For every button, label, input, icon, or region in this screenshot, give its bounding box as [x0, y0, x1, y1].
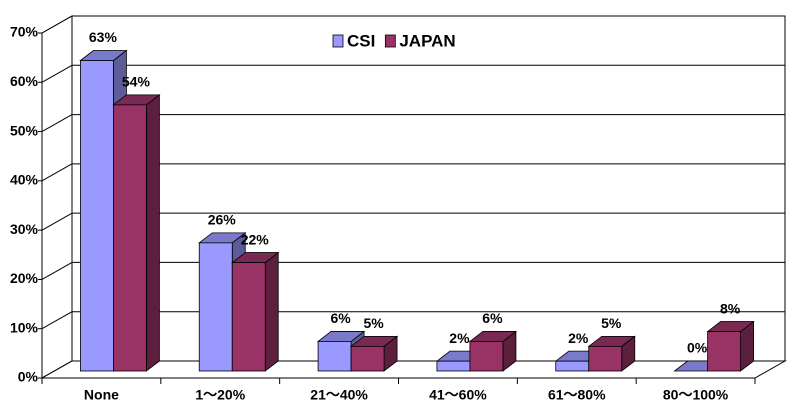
value-label: 5%	[363, 315, 384, 331]
bar	[317, 341, 352, 372]
grid-line-side	[41, 212, 73, 231]
y-tick-label: 10%	[10, 319, 39, 335]
x-tick-label: 61～80%	[548, 387, 606, 403]
y-tick-label: 30%	[10, 221, 39, 237]
x-tick-label: None	[84, 387, 119, 403]
value-label: 6%	[482, 310, 503, 326]
value-label: 26%	[208, 212, 237, 228]
value-label: 5%	[601, 315, 622, 331]
grid-line-side	[41, 114, 73, 133]
value-label: 8%	[720, 300, 741, 316]
grid-line-side	[41, 15, 73, 34]
bar	[198, 242, 233, 372]
bar	[469, 341, 504, 372]
y-tick-label: 0%	[18, 369, 39, 385]
x-tick-label: 41～60%	[429, 387, 487, 403]
x-tick-label: 80～100%	[663, 387, 729, 403]
legend-swatch	[332, 34, 344, 48]
bar	[113, 104, 147, 372]
bar-side	[146, 94, 160, 372]
bar	[588, 345, 623, 372]
grid-line-side	[41, 261, 73, 280]
bar	[231, 262, 266, 372]
bar	[350, 345, 385, 372]
value-label: 6%	[330, 310, 351, 326]
y-tick-label: 60%	[10, 73, 39, 89]
legend-label: CSI	[347, 31, 375, 50]
value-label: 0%	[687, 340, 708, 356]
x-tick-label: 21～40%	[310, 387, 368, 403]
value-label: 2%	[449, 330, 470, 346]
grid-line-side	[41, 311, 73, 330]
grid-line-side	[41, 360, 73, 379]
bar	[436, 360, 471, 372]
side-wall	[41, 15, 73, 379]
bar	[555, 360, 590, 372]
value-label: 63%	[89, 29, 118, 45]
bar-side	[264, 251, 279, 372]
y-tick-label: 20%	[10, 270, 39, 286]
x-tick-label: 1～20%	[195, 387, 245, 403]
back-wall	[71, 15, 786, 362]
value-label: 2%	[568, 330, 589, 346]
bar	[707, 331, 741, 372]
grid-line-side	[41, 163, 73, 182]
legend-swatch	[384, 34, 396, 48]
grid-line-side	[41, 64, 73, 83]
legend-label: JAPAN	[399, 31, 455, 50]
value-label: 22%	[241, 231, 270, 247]
y-tick-label: 70%	[10, 24, 39, 40]
y-tick-label: 50%	[10, 122, 39, 138]
bar	[80, 60, 114, 372]
value-label: 54%	[122, 74, 151, 90]
y-tick-label: 40%	[10, 172, 39, 188]
